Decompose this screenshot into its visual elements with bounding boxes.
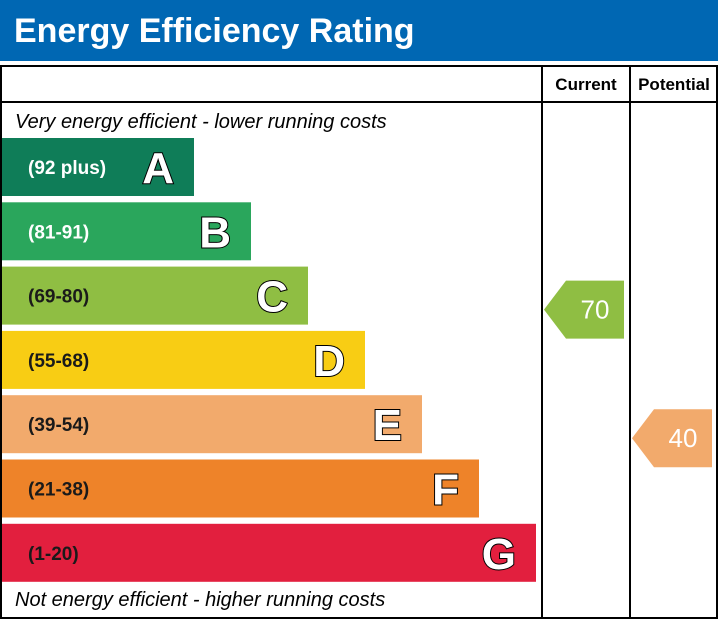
band-b-letter: B — [199, 208, 231, 257]
band-e-bar — [2, 395, 422, 454]
band-c-letter: C — [256, 273, 288, 322]
band-g-range: (1-20) — [28, 544, 79, 565]
current-rating-value: 70 — [581, 295, 610, 325]
band-d-range: (55-68) — [28, 351, 89, 372]
top-caption: Very energy efficient - lower running co… — [15, 111, 387, 133]
band-f-range: (21-38) — [28, 480, 89, 501]
rating-markers: 70 40 — [544, 280, 712, 468]
band-c-range: (69-80) — [28, 287, 89, 308]
title-bar — [0, 0, 718, 61]
chart-frame — [0, 65, 718, 619]
band-b-bar — [2, 202, 251, 261]
band-a-bar — [2, 138, 194, 196]
band-e-letter: E — [373, 401, 402, 450]
band-b-range: (81-91) — [28, 222, 89, 243]
rating-bands: (92 plus) A (81-91) B (69-80) C (55-68) D (39-54… — [2, 138, 536, 582]
band-g-letter: G — [482, 530, 516, 579]
band-g-bar — [2, 523, 536, 582]
potential-rating-value: 40 — [669, 423, 698, 453]
bottom-caption: Not energy efficient - higher running co… — [15, 589, 385, 611]
band-f-letter: F — [432, 466, 459, 515]
band-d-bar — [2, 330, 365, 389]
band-a-letter: A — [142, 144, 174, 193]
band-f-bar — [2, 459, 479, 518]
current-column-header: Current — [555, 75, 617, 94]
potential-column-header: Potential — [638, 75, 710, 94]
band-d-letter: D — [313, 337, 345, 386]
band-c-bar — [2, 266, 308, 325]
band-e-range: (39-54) — [28, 415, 89, 436]
potential-rating-arrow — [632, 409, 712, 468]
chart-title: Energy Efficiency Rating — [14, 12, 415, 50]
band-a-range: (92 plus) — [28, 158, 106, 179]
current-rating-arrow — [544, 280, 624, 339]
